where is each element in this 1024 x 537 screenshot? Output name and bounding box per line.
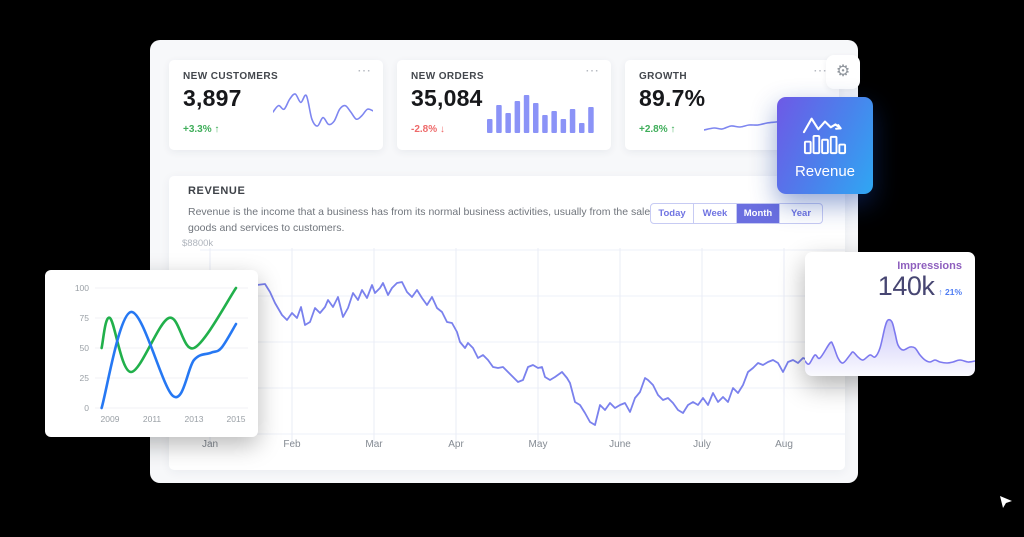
- revenue-chart-panel: REVENUE Revenue is the income that a bus…: [169, 176, 845, 470]
- stat-card-label: GROWTH: [639, 71, 687, 82]
- mouse-cursor: [1000, 495, 1014, 509]
- month-label: Apr: [448, 439, 464, 450]
- stat-card-delta: +3.3% ↑: [183, 124, 219, 135]
- time-range-tabs: Today Week Month Year: [650, 203, 823, 224]
- month-label: Mar: [365, 439, 383, 450]
- delta-value: +3.3%: [183, 124, 212, 135]
- panel-description: Revenue is the income that a business ha…: [188, 206, 662, 235]
- svg-text:25: 25: [80, 373, 90, 383]
- impressions-area-chart: [805, 318, 975, 376]
- arrow-up-icon: ↑: [670, 124, 676, 135]
- month-label: July: [693, 439, 711, 450]
- stat-card-label: NEW CUSTOMERS: [183, 71, 279, 82]
- stat-card-label: NEW ORDERS: [411, 71, 484, 82]
- tab-today[interactable]: Today: [658, 208, 686, 219]
- month-label: June: [609, 439, 631, 450]
- stat-card-delta: -2.8% ↓: [411, 124, 445, 135]
- svg-text:0: 0: [84, 403, 89, 413]
- delta-value: 21%: [944, 287, 962, 297]
- gear-icon: ⚙: [835, 63, 851, 80]
- month-label: May: [528, 439, 548, 450]
- stat-card-value: 89.7%: [639, 85, 706, 111]
- stat-card-value: 35,084: [411, 85, 483, 111]
- stat-card-value: 3,897: [183, 85, 242, 111]
- revenue-line-chart: [200, 248, 845, 445]
- svg-text:2011: 2011: [143, 414, 162, 424]
- revenue-chart-icon: [802, 117, 847, 154]
- arrow-down-icon: ↓: [439, 124, 445, 135]
- more-menu-icon[interactable]: ⋯: [357, 62, 371, 78]
- history-mini-chart-card: 100 75 50 25 0 2009 2011 2013 2015: [45, 270, 258, 437]
- svg-text:2009: 2009: [101, 414, 120, 424]
- impressions-delta: ↑ 21%: [938, 287, 962, 297]
- impressions-value: 140k: [877, 271, 935, 301]
- new-orders-bar-sparkline: [487, 95, 594, 133]
- month-label: Aug: [775, 439, 793, 450]
- svg-text:2015: 2015: [227, 414, 246, 424]
- more-menu-icon[interactable]: ⋯: [585, 62, 599, 78]
- tab-year[interactable]: Year: [779, 204, 822, 223]
- svg-text:75: 75: [80, 313, 90, 323]
- y-axis-label: $8800k: [182, 238, 214, 249]
- tab-week[interactable]: Week: [693, 204, 736, 223]
- impressions-title: Impressions: [897, 260, 962, 272]
- more-menu-icon[interactable]: ⋯: [813, 62, 827, 78]
- dashboard-panel: NEW CUSTOMERS ⋯ 3,897 +3.3% ↑ NEW ORDERS…: [150, 40, 860, 483]
- arrow-up-icon: ↑: [938, 287, 943, 297]
- delta-value: -2.8%: [411, 124, 438, 135]
- svg-text:50: 50: [80, 343, 90, 353]
- delta-value: +2.8%: [639, 124, 668, 135]
- svg-text:100: 100: [75, 283, 89, 293]
- arrow-up-icon: ↑: [214, 124, 220, 135]
- x-axis-labels: Jan Feb Mar Apr May June July Aug: [169, 439, 845, 455]
- stat-card-new-customers: NEW CUSTOMERS ⋯ 3,897 +3.3% ↑: [169, 60, 383, 150]
- tile-label: Revenue: [794, 162, 856, 180]
- svg-text:2013: 2013: [185, 414, 204, 424]
- stat-card-delta: +2.8% ↑: [639, 124, 675, 135]
- impressions-card: Impressions 140k ↑ 21%: [805, 252, 975, 376]
- stat-card-new-orders: NEW ORDERS ⋯ 35,084 -2.8% ↓: [397, 60, 611, 150]
- impressions-value-row: 140k ↑ 21%: [878, 271, 962, 302]
- new-customers-sparkline: [273, 93, 373, 127]
- month-label: Feb: [283, 439, 301, 450]
- revenue-tile[interactable]: Revenue: [777, 97, 873, 194]
- history-line-chart: 100 75 50 25 0 2009 2011 2013 2015: [75, 283, 248, 424]
- cursor-icon: [1000, 496, 1012, 508]
- panel-title: REVENUE: [188, 185, 246, 197]
- month-label: Jan: [201, 439, 219, 450]
- settings-button[interactable]: ⚙: [826, 55, 860, 89]
- tab-month[interactable]: Month: [736, 204, 779, 223]
